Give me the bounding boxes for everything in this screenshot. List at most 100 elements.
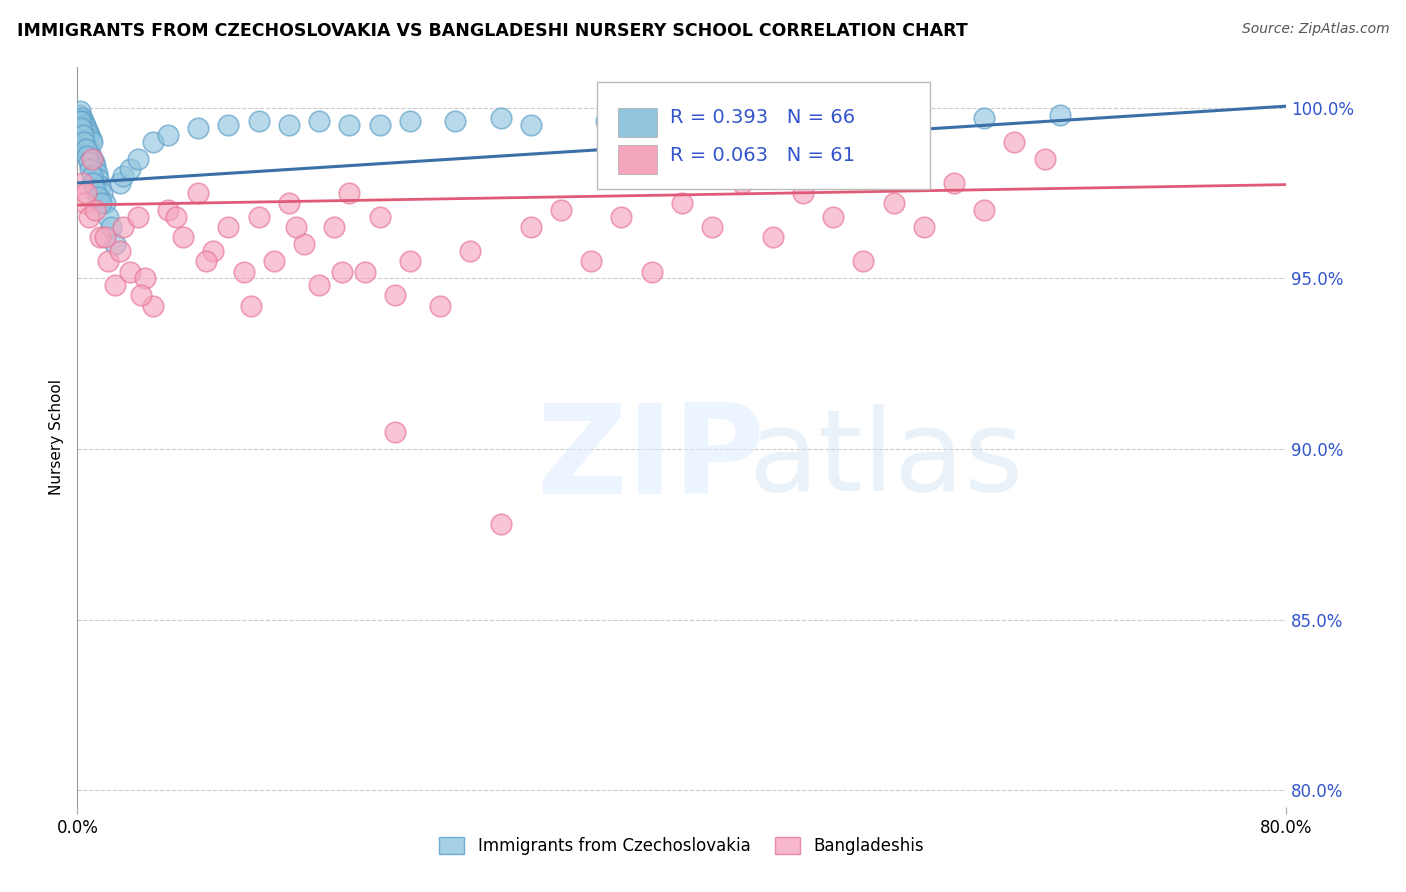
Point (520, 118, 543, 132)
Point (157, 128, 180, 142)
Point (1033, 152, 1056, 166)
Point (76, 148, 98, 162)
Point (82, 176, 104, 190)
Point (323, 220, 346, 235)
Point (912, 220, 935, 235)
Point (218, 118, 240, 132)
Point (69, 118, 91, 132)
Point (82, 152, 104, 166)
Point (308, 278, 330, 293)
Text: atlas: atlas (748, 404, 1024, 515)
Point (80, 169, 103, 183)
Point (821, 210, 844, 224)
Point (247, 114, 270, 128)
Point (747, 114, 769, 128)
Point (67, 108, 90, 122)
Point (73, 135, 96, 149)
Point (368, 210, 391, 224)
Point (90, 196, 112, 211)
Text: ZIP: ZIP (537, 399, 765, 520)
Point (73, 135, 96, 149)
Point (108, 244, 131, 259)
Point (157, 203, 180, 218)
Point (77, 125, 100, 139)
Point (70, 125, 93, 139)
Point (399, 254, 422, 268)
Point (87, 189, 110, 203)
Point (897, 114, 920, 128)
Point (79, 145, 101, 160)
Point (70, 176, 93, 190)
Point (89, 179, 111, 194)
Point (73, 196, 96, 211)
Point (72, 128, 94, 142)
Point (821, 118, 844, 132)
Point (263, 254, 285, 268)
Point (187, 121, 209, 136)
Point (127, 152, 149, 166)
Text: R = 0.393   N = 66: R = 0.393 N = 66 (669, 108, 855, 128)
Point (202, 244, 225, 259)
Point (581, 254, 603, 268)
Point (384, 425, 406, 439)
Point (278, 118, 301, 132)
FancyBboxPatch shape (617, 108, 657, 137)
Point (83, 183, 105, 197)
Point (429, 299, 451, 313)
Point (79, 162, 101, 177)
Point (671, 118, 693, 132)
Point (100, 220, 122, 235)
Y-axis label: Nursery School: Nursery School (49, 379, 65, 495)
Point (247, 210, 270, 224)
Point (444, 114, 467, 128)
Point (79, 128, 101, 142)
Point (165, 210, 187, 224)
Point (973, 203, 995, 218)
Point (852, 254, 875, 268)
Point (142, 299, 165, 313)
Text: R = 0.063   N = 61: R = 0.063 N = 61 (669, 146, 855, 165)
Point (1049, 108, 1071, 122)
Point (75, 121, 97, 136)
Point (75, 186, 97, 201)
Point (84, 203, 107, 218)
Point (70, 111, 93, 125)
Point (127, 210, 149, 224)
Point (80, 131, 103, 145)
Point (610, 210, 633, 224)
Point (75, 142, 97, 156)
Point (72, 128, 94, 142)
Point (90, 186, 112, 201)
Point (973, 111, 995, 125)
Point (82, 152, 104, 166)
Point (339, 186, 360, 201)
Point (86, 166, 108, 180)
Point (330, 264, 353, 278)
Point (595, 114, 617, 128)
Point (96, 254, 118, 268)
Point (353, 264, 375, 278)
Point (120, 162, 142, 177)
Point (762, 230, 785, 244)
Point (93, 196, 115, 211)
Point (80, 148, 103, 162)
Point (458, 244, 481, 259)
Point (70, 121, 93, 136)
Point (93, 230, 115, 244)
Text: IMMIGRANTS FROM CZECHOSLOVAKIA VS BANGLADESHI NURSERY SCHOOL CORRELATION CHART: IMMIGRANTS FROM CZECHOSLOVAKIA VS BANGLA… (17, 22, 967, 40)
Point (520, 220, 543, 235)
Point (731, 176, 754, 190)
Point (218, 220, 240, 235)
Text: Source: ZipAtlas.com: Source: ZipAtlas.com (1241, 22, 1389, 37)
Point (232, 264, 254, 278)
Point (69, 104, 91, 119)
Point (120, 264, 142, 278)
Point (75, 138, 97, 153)
Point (104, 278, 127, 293)
Point (187, 186, 209, 201)
Point (111, 220, 134, 235)
Point (72, 114, 94, 128)
Point (671, 196, 693, 211)
Point (489, 517, 512, 532)
Point (104, 237, 127, 252)
